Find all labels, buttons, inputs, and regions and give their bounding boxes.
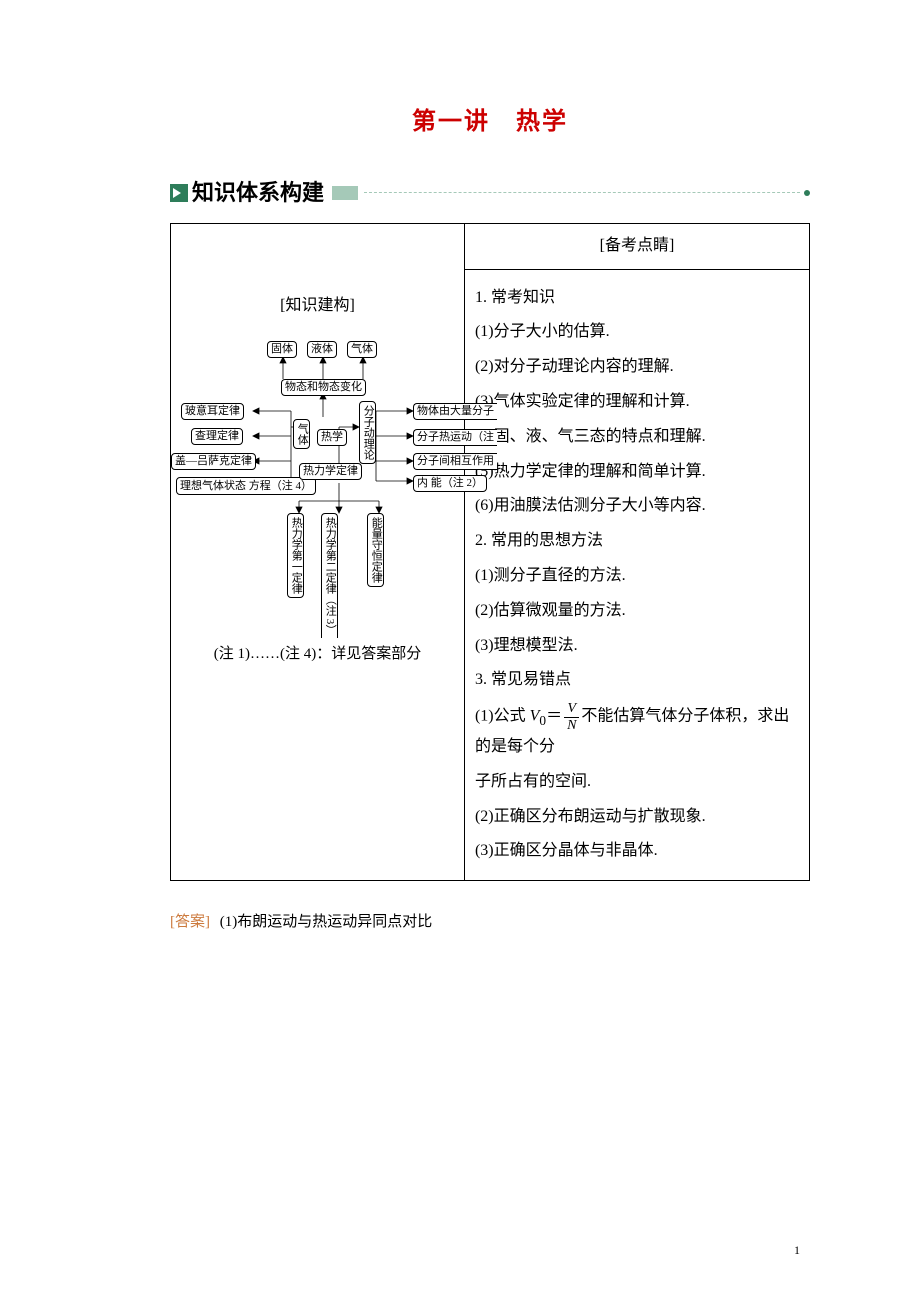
node-gas: 气体 — [347, 341, 377, 358]
node-boyle: 玻意耳定律 — [181, 403, 244, 420]
fraction: VN — [564, 701, 579, 733]
section-dot-icon — [804, 190, 810, 196]
node-charles: 查理定律 — [191, 428, 243, 445]
frac-den: N — [564, 718, 579, 733]
page-title: 第一讲 热学 — [170, 100, 810, 143]
answer-text: (1)布朗运动与热运动异同点对比 — [220, 914, 433, 930]
play-marker-icon — [170, 184, 188, 202]
g1-item: (2)对分子动理论内容的理解. — [475, 353, 799, 382]
g2-item: (1)测分子直径的方法. — [475, 562, 799, 591]
node-internal: 内 能（注 2） — [413, 475, 487, 492]
g3-head: 3. 常见易错点 — [475, 666, 799, 695]
left-cell: [知识建构] — [171, 223, 465, 880]
right-heading-cell: [备考点睛] — [464, 223, 809, 269]
answer-label: [答案] — [170, 914, 210, 930]
note-line: (注 1)……(注 4)：详见答案部分 — [181, 641, 454, 668]
node-molecular: 分子动理论 — [359, 401, 376, 464]
frac-num: V — [564, 701, 579, 717]
g3-formula-line: (1)公式 V0＝VN不能估算气体分子体积，求出的是每个分 — [475, 701, 799, 762]
node-solid: 固体 — [267, 341, 297, 358]
node-thermo: 热学 — [317, 429, 347, 446]
g1-item: (4)固、液、气三态的特点和理解. — [475, 423, 799, 452]
g2-item: (3)理想模型法. — [475, 632, 799, 661]
node-molmotion: 分子热运动（注 — [413, 429, 497, 446]
g2-head: 2. 常用的思想方法 — [475, 527, 799, 556]
g3-item: (3)正确区分晶体与非晶体. — [475, 837, 799, 866]
g1-item: (5)热力学定律的理解和简单计算. — [475, 458, 799, 487]
node-first: 热力学第一定律 — [287, 513, 304, 598]
right-body-cell: 1. 常考知识 (1)分子大小的估算. (2)对分子动理论内容的理解. (3)气… — [464, 269, 809, 881]
main-table: [知识建构] — [170, 223, 810, 881]
g2-item: (2)估算微观量的方法. — [475, 597, 799, 626]
g3-formula-cont: 子所占有的空间. — [475, 768, 799, 797]
g3-item: (2)正确区分布朗运动与扩散现象. — [475, 803, 799, 832]
answer-line: [答案] (1)布朗运动与热运动异同点对比 — [170, 909, 810, 936]
node-conserve: 能量守恒定律 — [367, 513, 384, 587]
formula-pre: (1)公式 — [475, 708, 530, 725]
right-heading: [备考点睛] — [600, 237, 675, 254]
section-header-text: 知识体系构建 — [192, 173, 324, 213]
g1-head: 1. 常考知识 — [475, 284, 799, 313]
node-idealgas: 理想气体状态 方程（注 4） — [176, 477, 316, 495]
left-heading: [知识建构] — [181, 292, 454, 321]
section-dashed-line — [364, 192, 800, 193]
formula-v: V — [530, 708, 540, 725]
page-number: 1 — [794, 1240, 800, 1262]
g1-item: (1)分子大小的估算. — [475, 318, 799, 347]
g1-item: (3)气体实验定律的理解和计算. — [475, 388, 799, 417]
node-gaylussac: 盖—吕萨克定律 — [171, 453, 256, 470]
node-liquid: 液体 — [307, 341, 337, 358]
section-bar — [332, 186, 358, 200]
node-matter: 物态和物态变化 — [281, 379, 366, 396]
knowledge-diagram: 固体 液体 气体 物态和物态变化 玻意耳定律 查理定律 盖—吕萨克定律 理想气体… — [181, 341, 501, 601]
node-thermolaw: 热力学定律 — [299, 463, 362, 480]
g1-item: (6)用油膜法估测分子大小等内容. — [475, 492, 799, 521]
node-gasbody: 气体 — [293, 419, 310, 449]
node-second: 热力学第二定律（注 3） — [321, 513, 338, 638]
node-molforce: 分子间相互作用 — [413, 453, 497, 470]
node-bigmol: 物体由大量分子 — [413, 403, 497, 420]
section-header: 知识体系构建 — [170, 173, 810, 213]
formula-eq: ＝ — [546, 708, 562, 725]
